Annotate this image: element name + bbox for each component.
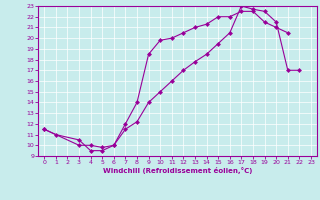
X-axis label: Windchill (Refroidissement éolien,°C): Windchill (Refroidissement éolien,°C) xyxy=(103,167,252,174)
